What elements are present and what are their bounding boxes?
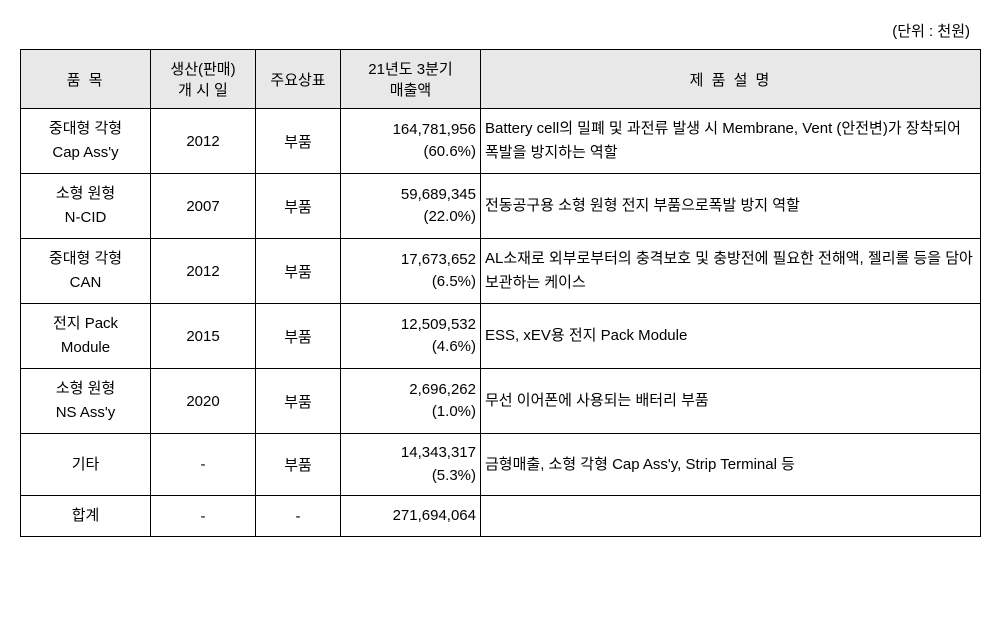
item-cell: 소형 원형NS Ass'y	[21, 369, 151, 434]
table-header-row: 품 목 생산(판매)개 시 일 주요상표 21년도 3분기매출액 제 품 설 명	[21, 50, 981, 109]
table-row: 합계--271,694,064	[21, 496, 981, 537]
item-cell: 소형 원형N-CID	[21, 174, 151, 239]
product-table: 품 목 생산(판매)개 시 일 주요상표 21년도 3분기매출액 제 품 설 명…	[20, 49, 981, 537]
date-cell: -	[151, 496, 256, 537]
table-body: 중대형 각형Cap Ass'y2012부품164,781,956(60.6%)B…	[21, 109, 981, 537]
revenue-cell: 2,696,262(1.0%)	[341, 369, 481, 434]
revenue-cell: 14,343,317(5.3%)	[341, 434, 481, 496]
brand-cell: 부품	[256, 109, 341, 174]
unit-label: (단위 : 천원)	[20, 20, 980, 41]
brand-cell: -	[256, 496, 341, 537]
brand-cell: 부품	[256, 174, 341, 239]
description-cell	[481, 496, 981, 537]
item-cell: 중대형 각형CAN	[21, 239, 151, 304]
table-row: 중대형 각형Cap Ass'y2012부품164,781,956(60.6%)B…	[21, 109, 981, 174]
table-row: 소형 원형N-CID2007부품59,689,345(22.0%)전동공구용 소…	[21, 174, 981, 239]
description-cell: 전동공구용 소형 원형 전지 부품으로폭발 방지 역할	[481, 174, 981, 239]
table-row: 기타-부품14,343,317(5.3%)금형매출, 소형 각형 Cap Ass…	[21, 434, 981, 496]
date-cell: 2007	[151, 174, 256, 239]
table-row: 전지 PackModule2015부품12,509,532(4.6%)ESS, …	[21, 304, 981, 369]
revenue-cell: 12,509,532(4.6%)	[341, 304, 481, 369]
brand-cell: 부품	[256, 239, 341, 304]
revenue-cell: 164,781,956(60.6%)	[341, 109, 481, 174]
header-start-date: 생산(판매)개 시 일	[151, 50, 256, 109]
date-cell: 2020	[151, 369, 256, 434]
table-row: 중대형 각형CAN2012부품17,673,652(6.5%)AL소재로 외부로…	[21, 239, 981, 304]
revenue-cell: 59,689,345(22.0%)	[341, 174, 481, 239]
revenue-cell: 17,673,652(6.5%)	[341, 239, 481, 304]
description-cell: ESS, xEV용 전지 Pack Module	[481, 304, 981, 369]
brand-cell: 부품	[256, 434, 341, 496]
item-cell: 합계	[21, 496, 151, 537]
brand-cell: 부품	[256, 369, 341, 434]
header-item: 품 목	[21, 50, 151, 109]
brand-cell: 부품	[256, 304, 341, 369]
header-description: 제 품 설 명	[481, 50, 981, 109]
header-revenue: 21년도 3분기매출액	[341, 50, 481, 109]
date-cell: 2015	[151, 304, 256, 369]
description-cell: AL소재로 외부로부터의 충격보호 및 충방전에 필요한 전해액, 젤리롤 등을…	[481, 239, 981, 304]
description-cell: Battery cell의 밀폐 및 과전류 발생 시 Membrane, Ve…	[481, 109, 981, 174]
item-cell: 기타	[21, 434, 151, 496]
item-cell: 전지 PackModule	[21, 304, 151, 369]
date-cell: 2012	[151, 239, 256, 304]
item-cell: 중대형 각형Cap Ass'y	[21, 109, 151, 174]
date-cell: 2012	[151, 109, 256, 174]
table-row: 소형 원형NS Ass'y2020부품2,696,262(1.0%)무선 이어폰…	[21, 369, 981, 434]
date-cell: -	[151, 434, 256, 496]
header-brand: 주요상표	[256, 50, 341, 109]
revenue-cell: 271,694,064	[341, 496, 481, 537]
description-cell: 무선 이어폰에 사용되는 배터리 부품	[481, 369, 981, 434]
description-cell: 금형매출, 소형 각형 Cap Ass'y, Strip Terminal 등	[481, 434, 981, 496]
